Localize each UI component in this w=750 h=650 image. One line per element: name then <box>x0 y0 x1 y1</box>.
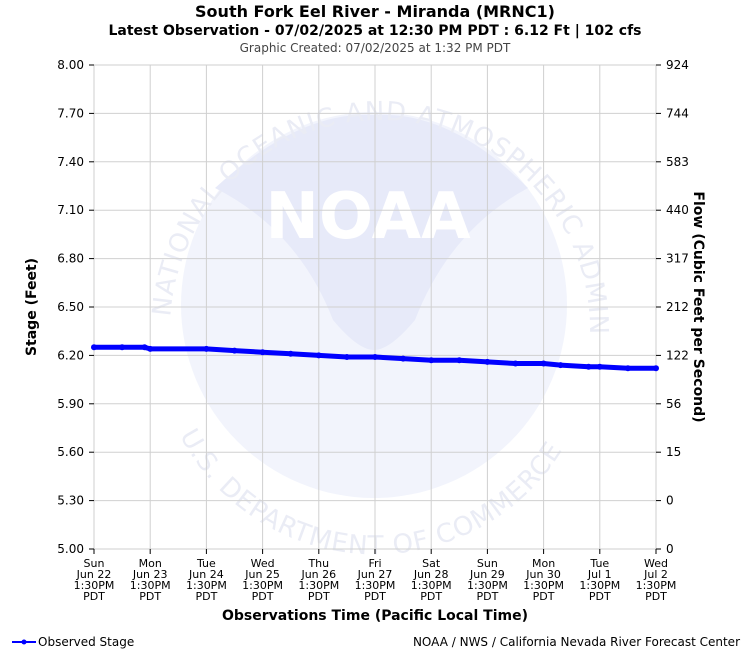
data-point <box>540 360 547 367</box>
series-layer <box>91 344 659 372</box>
x-tick-label: Thu Jun 26 1:30PM PDT <box>298 557 339 603</box>
y-tick-label: 6.50 <box>57 300 84 314</box>
data-point <box>343 354 350 360</box>
data-point <box>372 354 378 360</box>
data-point <box>456 357 463 364</box>
x-tick-label: Mon Jun 23 1:30PM PDT <box>130 557 171 603</box>
data-point <box>231 347 238 354</box>
y2-tick-label: 212 <box>666 300 689 314</box>
data-point <box>585 363 592 370</box>
legend: Observed Stage <box>12 635 134 649</box>
data-point <box>315 352 322 359</box>
footer-credit: NOAA / NWS / California Nevada River For… <box>413 635 740 649</box>
y-tick-label: 6.80 <box>57 252 84 266</box>
x-tick-label: Fri Jun 27 1:30PM PDT <box>355 557 396 603</box>
noaa-watermark: NOAA NATIONAL OCEANIC AND ATMOSPHERIC AD… <box>0 0 612 561</box>
y2-tick-label: 0 <box>666 494 674 508</box>
series-line-observed-stage <box>94 344 656 371</box>
y-tick-label: 5.00 <box>57 542 84 556</box>
y-tick-label: 6.20 <box>57 348 84 362</box>
y2-tick-label: 56 <box>666 397 681 411</box>
y2-tick-label: 924 <box>666 58 689 72</box>
data-point <box>596 363 603 370</box>
x-axis: Sun Jun 22 1:30PM PDT Mon Jun 23 1:30PM PDT Tue J… <box>74 549 677 603</box>
y2-tick-label: 122 <box>666 348 689 362</box>
x-tick-label: Tue Jun 24 1:30PM PDT <box>186 557 227 603</box>
y2-tick-label: 440 <box>666 203 689 217</box>
data-point <box>624 365 631 372</box>
y2-tick-label: 317 <box>666 252 689 266</box>
data-point <box>653 365 659 372</box>
x-tick-label: Sun Jun 22 1:30PM PDT <box>74 557 115 603</box>
data-point <box>512 360 519 367</box>
grid-lines <box>93 64 657 550</box>
x-tick-label: Tue Jul 1 1:30PM PDT <box>579 557 620 603</box>
y-axis-left: 8.00 7.70 7.40 7.10 6.80 6.50 6.20 5.90 5.60 5.30… <box>57 58 94 556</box>
y2-tick-label: 0 <box>666 542 674 556</box>
data-point <box>141 344 148 351</box>
x-tick-label: Wed Jul 2 1:30PM PDT <box>636 557 677 603</box>
watermark-gull <box>215 114 528 350</box>
y2-tick-label: 744 <box>666 106 689 120</box>
y2-tick-label: 15 <box>666 445 681 459</box>
y-tick-label: 5.90 <box>57 397 84 411</box>
chart-title: South Fork Eel River - Miranda (MRNC1) <box>195 2 555 21</box>
y-tick-label: 5.30 <box>57 494 84 508</box>
y-tick-label: 8.00 <box>57 58 84 72</box>
data-point <box>119 344 126 351</box>
data-point <box>287 350 294 357</box>
y-tick-label: 5.60 <box>57 445 84 459</box>
legend-marker <box>21 639 27 645</box>
y-tick-label: 7.70 <box>57 106 84 120</box>
y2-tick-label: 583 <box>666 155 689 169</box>
y2-axis-label: Flow (Cubic Feet per Second) <box>690 191 706 422</box>
data-point <box>147 345 154 352</box>
x-axis-label: Observations Time (Pacific Local Time) <box>222 608 528 624</box>
data-point <box>203 345 210 352</box>
x-tick-label: Wed Jun 25 1:30PM PDT <box>242 557 283 603</box>
legend-label: Observed Stage <box>38 635 134 649</box>
data-point <box>259 349 266 356</box>
y-tick-label: 7.40 <box>57 155 84 169</box>
data-point <box>484 358 491 365</box>
y-axis-right: 924 744 583 440 317 212 122 56 15 0 0 <box>656 58 689 556</box>
x-tick-label: Sun Jun 29 1:30PM PDT <box>467 557 508 603</box>
data-point <box>428 357 435 364</box>
chart-subtitle: Latest Observation - 07/02/2025 at 12:30… <box>109 23 642 39</box>
data-point <box>400 355 407 362</box>
data-point <box>91 344 97 351</box>
watermark-logo-text: NOAA <box>265 180 471 254</box>
graphic-created: Graphic Created: 07/02/2025 at 1:32 PM P… <box>240 41 511 55</box>
data-point <box>557 362 564 369</box>
x-tick-label: Sat Jun 28 1:30PM PDT <box>411 557 452 603</box>
x-tick-label: Mon Jun 30 1:30PM PDT <box>523 557 564 603</box>
y-tick-label: 7.10 <box>57 203 84 217</box>
y-axis-label: Stage (Feet) <box>24 258 40 356</box>
